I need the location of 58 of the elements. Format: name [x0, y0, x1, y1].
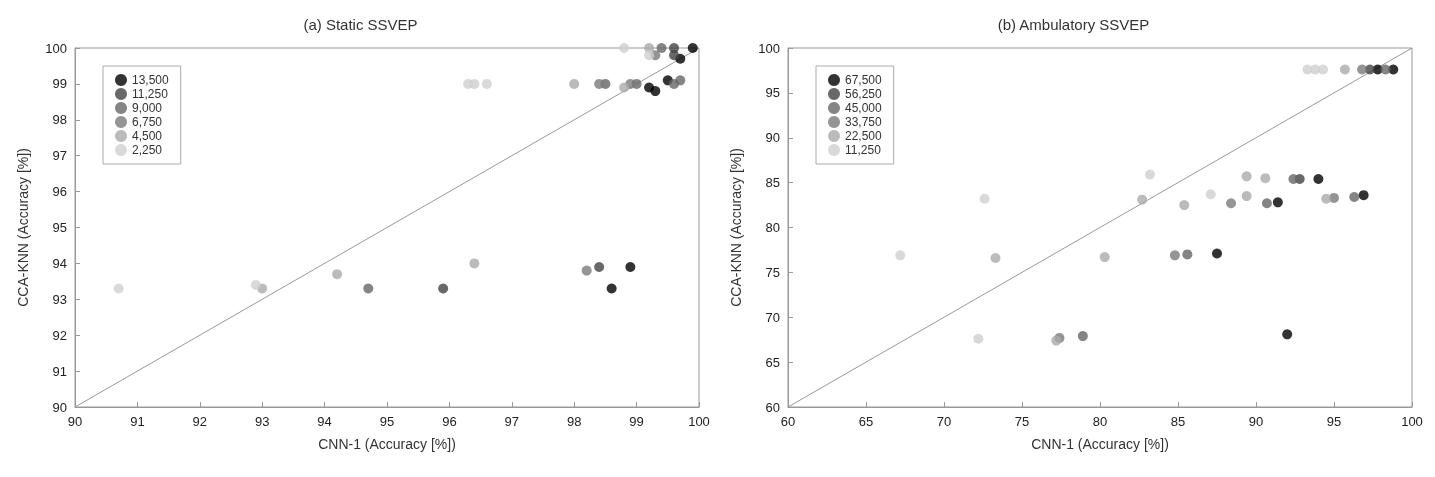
x-tick-label: 92: [192, 414, 208, 429]
x-tick-label: 80: [1092, 414, 1108, 429]
y-tick-label: 75: [765, 264, 780, 280]
x-tick-label: 100: [688, 414, 710, 429]
y-tick-label: 98: [52, 112, 67, 128]
y-tick-label: 96: [52, 184, 67, 200]
legend-label: 33,750: [845, 115, 883, 129]
legend-label: 11,250: [132, 87, 169, 101]
y-tick-label: 93: [52, 291, 67, 307]
y-tick-label: 90: [52, 399, 67, 415]
x-tick-label: 70: [936, 414, 952, 429]
x-tick-label: 99: [629, 414, 644, 429]
chart-title: (a) Static SSVEP: [303, 16, 418, 33]
y-tick-label: 97: [52, 148, 67, 164]
y-tick-label: 99: [52, 76, 67, 92]
legend-label: 6,750: [132, 115, 163, 129]
legend-label: 22,500: [845, 129, 883, 143]
y-axis-title: CCA-KNN (Accuracy [%]): [728, 148, 744, 307]
x-axis-title: CNN-1 (Accuracy [%]): [318, 436, 456, 452]
y-tick-label: 94: [52, 255, 67, 271]
legend-label: 56,250: [845, 87, 883, 101]
x-tick-label: 98: [566, 414, 582, 429]
y-tick-label: 92: [52, 327, 67, 343]
y-tick-label: 91: [52, 363, 67, 379]
legend-label: 67,500: [845, 73, 883, 87]
y-tick-label: 95: [52, 220, 67, 235]
x-tick-label: 96: [442, 414, 457, 429]
legend-label: 2,250: [132, 143, 163, 157]
x-tick-label: 94: [317, 414, 332, 429]
y-tick-label: 70: [765, 309, 780, 325]
legend-label: 45,000: [845, 101, 883, 115]
x-tick-label: 93: [254, 414, 270, 429]
legend-label: 11,250: [845, 143, 882, 157]
y-tick-label: 100: [45, 40, 67, 56]
y-tick-label: 90: [765, 130, 780, 146]
x-tick-label: 95: [379, 414, 395, 429]
y-tick-label: 60: [765, 399, 780, 415]
y-tick-label: 65: [765, 354, 780, 370]
y-tick-label: 95: [765, 85, 780, 101]
y-tick-label: 100: [758, 40, 780, 56]
x-axis-title: CNN-1 (Accuracy [%]): [1031, 436, 1169, 452]
y-tick-label: 85: [765, 175, 780, 191]
x-tick-label: 100: [1401, 414, 1423, 429]
x-tick-label: 65: [858, 414, 874, 429]
x-tick-label: 90: [67, 414, 83, 429]
x-tick-label: 95: [1326, 414, 1342, 429]
y-tick-label: 80: [765, 220, 780, 235]
x-tick-label: 75: [1014, 414, 1030, 429]
x-tick-label: 90: [1248, 414, 1264, 429]
x-tick-label: 85: [1170, 414, 1186, 429]
x-tick-label: 97: [504, 414, 520, 429]
y-axis-title: CCA-KNN (Accuracy [%]): [15, 148, 31, 307]
x-tick-label: 91: [130, 414, 145, 429]
legend-label: 9,000: [132, 101, 163, 115]
legend-label: 4,500: [132, 129, 163, 143]
legend-label: 13,500: [132, 73, 170, 87]
x-tick-label: 60: [780, 414, 796, 429]
chart-title: (b) Ambulatory SSVEP: [997, 16, 1150, 33]
